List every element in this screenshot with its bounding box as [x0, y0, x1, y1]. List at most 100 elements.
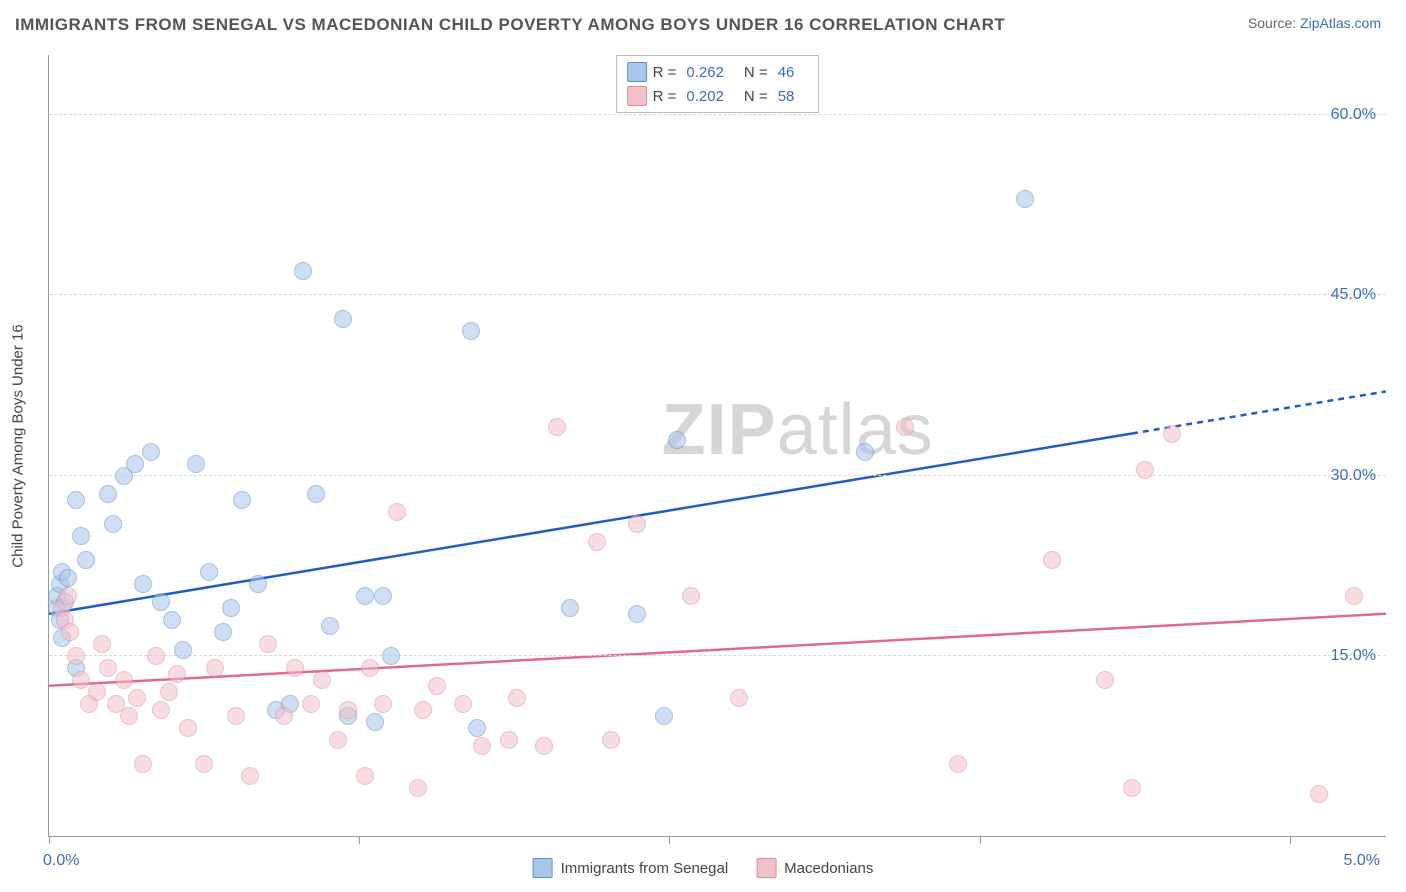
data-point [500, 731, 518, 749]
data-point [88, 683, 106, 701]
data-point [59, 569, 77, 587]
watermark: ZIPatlas [662, 389, 934, 471]
legend-stats: R =0.262N =46R =0.202N =58 [616, 55, 820, 113]
data-point [249, 575, 267, 593]
data-point [233, 491, 251, 509]
data-point [142, 443, 160, 461]
data-point [588, 533, 606, 551]
x-tick [49, 836, 50, 844]
data-point [1043, 551, 1061, 569]
data-point [222, 599, 240, 617]
data-point [99, 485, 117, 503]
data-point [126, 455, 144, 473]
legend-series-name: Immigrants from Senegal [561, 860, 729, 877]
data-point [195, 755, 213, 773]
data-point [356, 587, 374, 605]
data-point [535, 737, 553, 755]
data-point [682, 587, 700, 605]
data-point [187, 455, 205, 473]
chart-area: ZIPatlas R =0.262N =46R =0.202N =58 15.0… [48, 55, 1386, 837]
data-point [462, 322, 480, 340]
data-point [313, 671, 331, 689]
data-point [115, 671, 133, 689]
x-tick [669, 836, 670, 844]
data-point [307, 485, 325, 503]
y-axis-label: Child Poverty Among Boys Under 16 [10, 324, 27, 567]
data-point [200, 563, 218, 581]
legend-r-value: 0.202 [686, 88, 724, 105]
y-tick-label: 15.0% [1331, 647, 1376, 665]
legend-n-value: 58 [778, 88, 795, 105]
gridline [49, 294, 1386, 295]
data-point [548, 418, 566, 436]
y-tick-label: 60.0% [1331, 106, 1376, 124]
data-point [93, 635, 111, 653]
gridline [49, 655, 1386, 656]
chart-title: IMMIGRANTS FROM SENEGAL VS MACEDONIAN CH… [15, 15, 1005, 35]
data-point [668, 431, 686, 449]
data-point [454, 695, 472, 713]
legend-swatch [756, 858, 776, 878]
data-point [134, 755, 152, 773]
data-point [321, 617, 339, 635]
data-point [1016, 190, 1034, 208]
legend-series-name: Macedonians [784, 860, 873, 877]
data-point [602, 731, 620, 749]
data-point [59, 587, 77, 605]
gridline [49, 475, 1386, 476]
source-prefix: Source: [1248, 15, 1300, 31]
data-point [302, 695, 320, 713]
data-point [67, 491, 85, 509]
data-point [134, 575, 152, 593]
legend-stat-row: R =0.202N =58 [627, 84, 809, 108]
data-point [361, 659, 379, 677]
data-point [168, 665, 186, 683]
data-point [388, 503, 406, 521]
data-point [561, 599, 579, 617]
data-point [1096, 671, 1114, 689]
x-tick [1290, 836, 1291, 844]
data-point [409, 779, 427, 797]
data-point [428, 677, 446, 695]
gridline [49, 114, 1386, 115]
data-point [241, 767, 259, 785]
source-attribution: Source: ZipAtlas.com [1248, 15, 1381, 31]
legend-item: Macedonians [756, 858, 873, 878]
data-point [128, 689, 146, 707]
legend-r-value: 0.262 [686, 64, 724, 81]
source-link[interactable]: ZipAtlas.com [1300, 15, 1381, 31]
trend-lines [49, 55, 1386, 836]
data-point [275, 707, 293, 725]
x-tick [359, 836, 360, 844]
data-point [160, 683, 178, 701]
y-tick-label: 30.0% [1331, 467, 1376, 485]
legend-swatch [627, 62, 647, 82]
data-point [374, 587, 392, 605]
x-tick-label: 0.0% [43, 852, 79, 870]
data-point [179, 719, 197, 737]
data-point [366, 713, 384, 731]
data-point [77, 551, 95, 569]
data-point [1345, 587, 1363, 605]
legend-swatch [533, 858, 553, 878]
data-point [339, 701, 357, 719]
data-point [99, 659, 117, 677]
data-point [286, 659, 304, 677]
data-point [655, 707, 673, 725]
x-tick [980, 836, 981, 844]
legend-series: Immigrants from Senegal Macedonians [533, 858, 874, 878]
data-point [163, 611, 181, 629]
data-point [329, 731, 347, 749]
data-point [1123, 779, 1141, 797]
data-point [67, 647, 85, 665]
data-point [1310, 785, 1328, 803]
data-point [104, 515, 122, 533]
data-point [628, 605, 646, 623]
data-point [628, 515, 646, 533]
legend-n-value: 46 [778, 64, 795, 81]
data-point [259, 635, 277, 653]
data-point [152, 593, 170, 611]
data-point [294, 262, 312, 280]
data-point [374, 695, 392, 713]
data-point [414, 701, 432, 719]
